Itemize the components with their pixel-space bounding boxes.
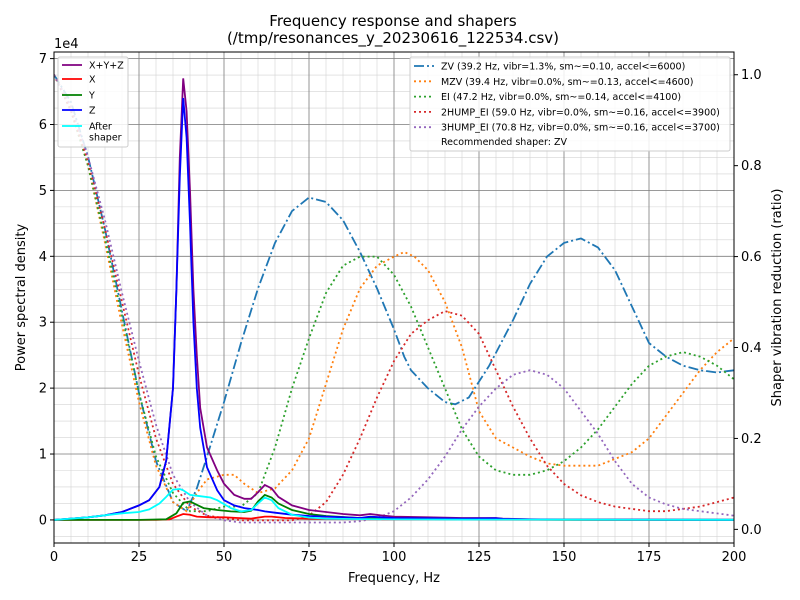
y-tick-label: 3 [39, 316, 47, 331]
chart-title: Frequency response and shapers [269, 12, 517, 30]
legend-shaper-label: 3HUMP_EI (70.8 Hz, vibr=0.0%, sm~=0.16, … [441, 123, 720, 134]
legend-shaper-label: MZV (39.4 Hz, vibr=0.0%, sm~=0.13, accel… [441, 77, 693, 88]
x-tick-label: 0 [50, 550, 58, 565]
legend-psd-label: Y [88, 91, 95, 102]
y-axis-label: Power spectral density [14, 223, 29, 371]
chart-subtitle: (/tmp/resonances_y_20230616_122534.csv) [227, 29, 559, 48]
y2-tick-label: 0.2 [741, 432, 762, 447]
legend-psd-label: X+Y+Z [89, 61, 124, 72]
y-tick-label: 1 [39, 448, 47, 463]
legend-shaper-label: ZV (39.2 Hz, vibr=1.3%, sm~=0.10, accel<… [441, 62, 685, 73]
y-tick-label: 6 [39, 118, 47, 133]
legend-psd-label: After shaper [89, 122, 122, 144]
x-tick-label: 150 [552, 550, 577, 565]
y2-axis-label: Shaper vibration reduction (ratio) [770, 189, 785, 407]
legend-shapers: ZV (39.2 Hz, vibr=1.3%, sm~=0.10, accel<… [409, 56, 731, 152]
legend-psd-label: X [89, 75, 96, 86]
y2-tick-label: 0.6 [741, 250, 762, 265]
x-tick-label: 25 [131, 550, 148, 565]
psd-line-4 [54, 488, 734, 521]
legend-shaper-label: EI (47.2 Hz, vibr=0.0%, sm~=0.14, accel<… [441, 92, 681, 103]
legend-shapers-box [409, 56, 731, 152]
y2-tick-label: 0.4 [741, 341, 762, 356]
x-tick-label: 200 [722, 550, 747, 565]
legend-recommended-note: Recommended shaper: ZV [441, 137, 567, 148]
y-tick-label: 4 [39, 250, 47, 265]
x-axis-label: Frequency, Hz [348, 571, 440, 586]
y-tick-label: 0 [39, 513, 47, 528]
shaper-line-3 [54, 74, 734, 522]
x-tick-label: 75 [301, 550, 318, 565]
x-tick-label: 100 [382, 550, 407, 565]
y-offset-text: 1e4 [54, 37, 79, 52]
legend-shaper-label: 2HUMP_EI (59.0 Hz, vibr=0.0%, sm~=0.16, … [441, 107, 720, 118]
y2-tick-label: 1.0 [741, 68, 762, 83]
y-tick-label: 5 [39, 184, 47, 199]
shaper-line-1 [54, 74, 734, 513]
psd-line-3 [54, 98, 734, 521]
x-tick-label: 125 [467, 550, 492, 565]
x-tick-label: 175 [637, 550, 662, 565]
x-tick-label: 50 [216, 550, 233, 565]
legend-psd: X+Y+Z XYZ After shaper [57, 56, 129, 148]
legend-psd-label: Z [89, 106, 96, 117]
y-tick-label: 2 [39, 382, 47, 397]
y-tick-label: 7 [39, 52, 47, 67]
y2-tick-label: 0.8 [741, 159, 762, 174]
y2-tick-label: 0.0 [741, 523, 762, 538]
psd-series-group [54, 78, 734, 521]
